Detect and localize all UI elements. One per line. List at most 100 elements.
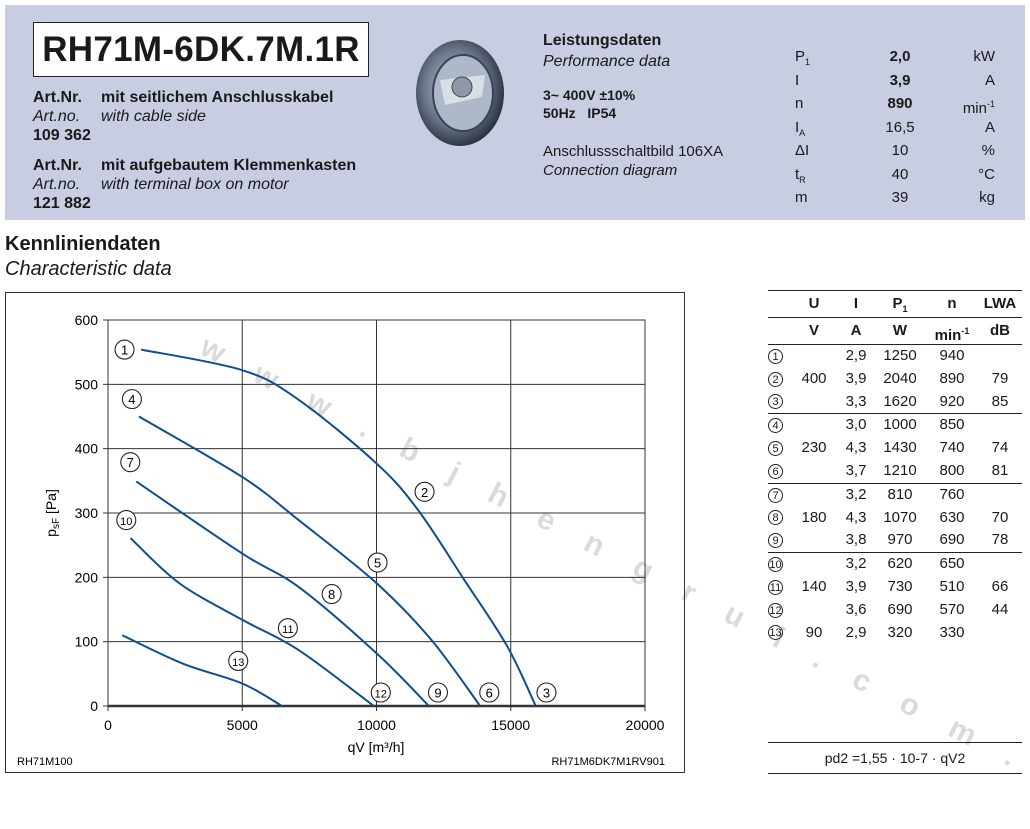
spec-key: P1 <box>795 48 811 67</box>
chart-id-right: RH71M6DK7M1RV901 <box>551 756 665 768</box>
cell-i: 3,8 <box>845 531 867 549</box>
curve-number: 12 <box>768 602 783 618</box>
cell-i: 4,3 <box>845 508 867 526</box>
cell-lwa <box>978 553 1022 576</box>
curve-3 <box>135 480 430 707</box>
cell-lwa: 74 <box>991 439 1009 457</box>
cell-i: 3,2 <box>845 555 867 573</box>
curve-number: 9 <box>768 533 783 549</box>
art-desc-en: with cable side <box>101 108 206 125</box>
curve-marker-label: 9 <box>434 685 441 700</box>
spec-value: 10 <box>891 142 909 159</box>
cell-p: 1070 <box>883 508 917 526</box>
curve-5 <box>121 634 283 707</box>
cell-p: 2040 <box>883 369 917 387</box>
spec-unit: kg <box>979 189 995 206</box>
cell-n: 920 <box>939 392 965 410</box>
art-desc-en: with terminal box on motor <box>101 176 289 193</box>
cell-p: 810 <box>887 485 913 503</box>
cell-lwa: 70 <box>991 508 1009 526</box>
table-row: 5 230 4,3 1430 740 74 <box>768 437 1022 460</box>
cell-p: 730 <box>887 577 913 595</box>
table-row: 11 140 3,9 730 510 66 <box>768 576 1022 599</box>
cell-n: 800 <box>939 461 965 479</box>
chart-id-left: RH71M100 <box>17 756 73 768</box>
perf-title-en: Performance data <box>543 53 671 70</box>
cell-i: 3,7 <box>845 461 867 479</box>
formula: pd2 =1,55 · 10-7 · qV2 <box>768 742 1022 774</box>
curve-number: 5 <box>768 441 783 457</box>
cell-p: 620 <box>887 555 913 573</box>
cell-u <box>790 553 838 576</box>
curve-number: 8 <box>768 510 783 526</box>
cell-u <box>790 345 838 368</box>
curve-4 <box>129 537 375 707</box>
table-row: 2 400 3,9 2040 890 79 <box>768 368 1022 391</box>
curve-marker-label: 6 <box>486 685 493 700</box>
cell-n: 570 <box>939 600 965 618</box>
curve-number: 11 <box>768 579 783 595</box>
cell-lwa: 44 <box>991 600 1009 618</box>
table-row: 1 2,9 1250 940 <box>768 345 1022 368</box>
cell-n: 890 <box>939 369 965 387</box>
spec-key: tR <box>795 165 806 185</box>
cell-i: 3,6 <box>845 600 867 618</box>
curve-marker-label: 1 <box>121 343 128 358</box>
cell-n: 740 <box>939 439 965 457</box>
table-row: 7 3,2 810 760 <box>768 484 1022 507</box>
x-tick-label: 15000 <box>491 717 530 733</box>
th-u: U <box>808 295 820 312</box>
cell-n: 760 <box>939 485 965 503</box>
spec-value: 39 <box>891 189 909 206</box>
spec-value: 3,9 <box>889 71 911 89</box>
cell-lwa: 66 <box>991 577 1009 595</box>
spec-key: IA <box>795 118 806 138</box>
unit-w: W <box>892 322 908 339</box>
cell-i: 4,3 <box>845 439 867 457</box>
th-n: n <box>947 295 957 312</box>
table-row: 4 3,0 1000 850 <box>768 414 1022 437</box>
unit-a: A <box>850 322 862 339</box>
curve-marker-circle <box>367 552 388 573</box>
cell-i: 2,9 <box>845 623 867 641</box>
cell-n: 510 <box>939 577 965 595</box>
th-lwa: LWA <box>983 295 1017 312</box>
spec-row: n 890 min-1 <box>795 95 995 119</box>
cell-i: 3,3 <box>845 392 867 410</box>
curve-marker-circle <box>277 618 298 639</box>
curve-number: 7 <box>768 487 783 503</box>
spec-value: 890 <box>887 95 913 112</box>
curve-marker-circle <box>427 682 449 703</box>
cell-p: 970 <box>887 531 913 549</box>
connection-diagram: Anschlussschaltbild 106XA <box>543 143 724 160</box>
curve-marker-label: 12 <box>375 688 387 700</box>
curve-marker-circle <box>228 650 249 672</box>
cell-u <box>790 460 838 483</box>
spec-unit: A <box>984 71 995 89</box>
table-row: 3 3,3 1620 920 85 <box>768 391 1022 415</box>
curve-marker-circle <box>414 481 435 502</box>
cell-n: 940 <box>939 347 965 364</box>
spec-row: ΔI 10% <box>795 142 995 166</box>
spec-row: m 39 kg <box>795 189 995 213</box>
cell-p: 1250 <box>883 347 917 364</box>
curve-marker-circle <box>321 584 342 605</box>
cell-i: 3,0 <box>845 416 867 434</box>
x-tick-label: 5000 <box>227 717 258 733</box>
cell-u <box>790 599 838 622</box>
table-row: 12 3,6 690 570 44 <box>768 599 1022 622</box>
fan-product-image <box>416 40 504 146</box>
cell-p: 1000 <box>883 416 917 434</box>
cell-u: 400 <box>801 369 827 387</box>
performance-block: Leistungsdaten Performance data 3~ 400V … <box>543 30 723 180</box>
section-title: Kennliniendaten <box>5 233 161 255</box>
spec-key: n <box>795 95 804 112</box>
unit-db: dB <box>990 322 1010 339</box>
curve-number: 2 <box>768 371 783 387</box>
curve-marker-label: 7 <box>127 455 134 470</box>
supply: 3~ 400V ±10% <box>543 87 636 103</box>
cell-u: 230 <box>801 439 827 457</box>
curve-number: 3 <box>768 394 783 410</box>
